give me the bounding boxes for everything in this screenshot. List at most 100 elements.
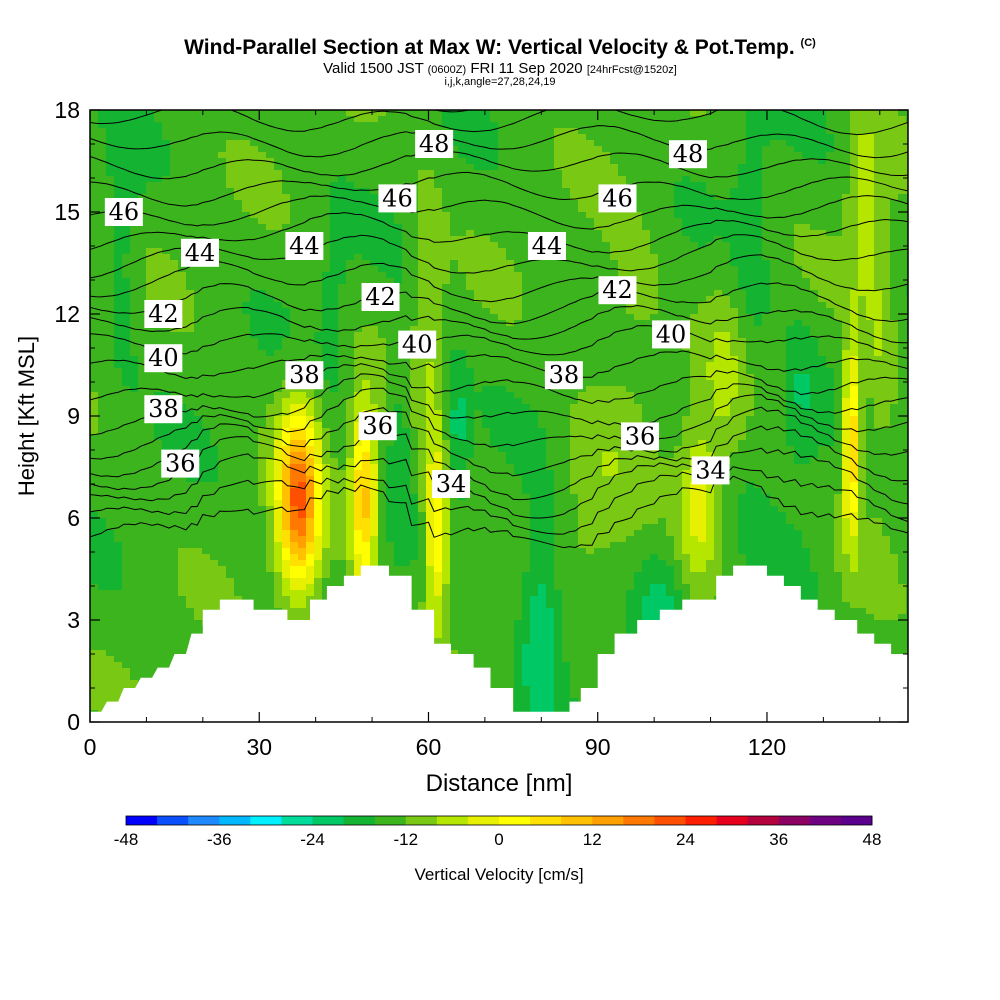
velocity-cell: [210, 362, 219, 369]
velocity-cell: [818, 218, 827, 225]
velocity-cell: [474, 368, 483, 375]
velocity-cell: [194, 152, 203, 159]
velocity-cell: [834, 308, 843, 315]
velocity-cell: [746, 218, 755, 225]
velocity-cell: [794, 320, 803, 327]
velocity-cell: [122, 176, 131, 183]
velocity-cell: [530, 338, 539, 345]
velocity-cell: [218, 272, 227, 279]
velocity-cell: [466, 188, 475, 195]
velocity-cell: [194, 284, 203, 291]
velocity-cell: [162, 176, 171, 183]
velocity-cell: [434, 230, 443, 237]
velocity-cell: [842, 206, 851, 213]
velocity-cell: [130, 398, 139, 405]
velocity-cell: [898, 212, 907, 219]
velocity-cell: [610, 140, 619, 147]
velocity-cell: [650, 140, 659, 147]
velocity-cell: [762, 188, 771, 195]
velocity-cell: [490, 188, 499, 195]
velocity-cell: [818, 188, 827, 195]
velocity-cell: [418, 206, 427, 213]
velocity-cell: [810, 368, 819, 375]
velocity-cell: [234, 272, 243, 279]
velocity-cell: [546, 194, 555, 201]
velocity-cell: [578, 242, 587, 249]
velocity-cell: [90, 146, 99, 153]
velocity-cell: [378, 266, 387, 273]
velocity-cell: [490, 140, 499, 147]
velocity-cell: [706, 170, 715, 177]
velocity-cell: [858, 140, 867, 147]
velocity-cell: [482, 272, 491, 279]
velocity-cell: [162, 152, 171, 159]
velocity-cell: [346, 176, 355, 183]
velocity-cell: [242, 338, 251, 345]
velocity-cell: [210, 368, 219, 375]
velocity-cell: [250, 350, 259, 357]
velocity-cell: [234, 134, 243, 141]
velocity-cell: [186, 212, 195, 219]
velocity-cell: [98, 350, 107, 357]
velocity-cell: [90, 194, 99, 201]
velocity-cell: [658, 152, 667, 159]
velocity-cell: [354, 266, 363, 273]
velocity-cell: [314, 146, 323, 153]
velocity-cell: [314, 182, 323, 189]
velocity-cell: [898, 146, 907, 153]
velocity-cell: [866, 278, 875, 285]
velocity-cell: [426, 158, 435, 165]
velocity-cell: [722, 344, 731, 351]
velocity-cell: [122, 188, 131, 195]
velocity-cell: [786, 392, 795, 399]
velocity-cell: [754, 314, 763, 321]
velocity-cell: [650, 254, 659, 261]
velocity-cell: [266, 338, 275, 345]
velocity-cell: [306, 110, 315, 117]
velocity-cell: [418, 320, 427, 327]
velocity-cell: [442, 230, 451, 237]
velocity-cell: [298, 116, 307, 123]
velocity-cell: [570, 110, 579, 117]
velocity-cell: [210, 272, 219, 279]
velocity-cell: [466, 176, 475, 183]
velocity-cell: [530, 194, 539, 201]
velocity-cell: [186, 314, 195, 321]
velocity-cell: [874, 338, 883, 345]
velocity-cell: [386, 386, 395, 393]
velocity-cell: [274, 230, 283, 237]
velocity-cell: [586, 368, 595, 375]
velocity-cell: [890, 386, 899, 393]
velocity-cell: [458, 296, 467, 303]
velocity-cell: [866, 368, 875, 375]
velocity-cell: [578, 176, 587, 183]
velocity-cell: [434, 392, 443, 399]
velocity-cell: [562, 200, 571, 207]
velocity-cell: [778, 134, 787, 141]
velocity-cell: [594, 368, 603, 375]
velocity-cell: [370, 368, 379, 375]
velocity-cell: [370, 230, 379, 237]
velocity-cell: [298, 188, 307, 195]
velocity-cell: [298, 146, 307, 153]
velocity-cell: [794, 332, 803, 339]
velocity-cell: [378, 398, 387, 405]
velocity-cell: [690, 392, 699, 399]
velocity-cell: [610, 242, 619, 249]
velocity-cell: [210, 290, 219, 297]
velocity-cell: [338, 350, 347, 357]
velocity-cell: [322, 278, 331, 285]
velocity-cell: [906, 206, 908, 213]
velocity-cell: [154, 116, 163, 123]
velocity-cell: [786, 284, 795, 291]
velocity-cell: [298, 392, 307, 399]
velocity-cell: [290, 194, 299, 201]
velocity-cell: [546, 170, 555, 177]
velocity-cell: [522, 374, 531, 381]
velocity-cell: [394, 254, 403, 261]
velocity-cell: [154, 146, 163, 153]
velocity-cell: [426, 326, 435, 333]
velocity-cell: [490, 206, 499, 213]
velocity-cell: [770, 212, 779, 219]
velocity-cell: [466, 368, 475, 375]
